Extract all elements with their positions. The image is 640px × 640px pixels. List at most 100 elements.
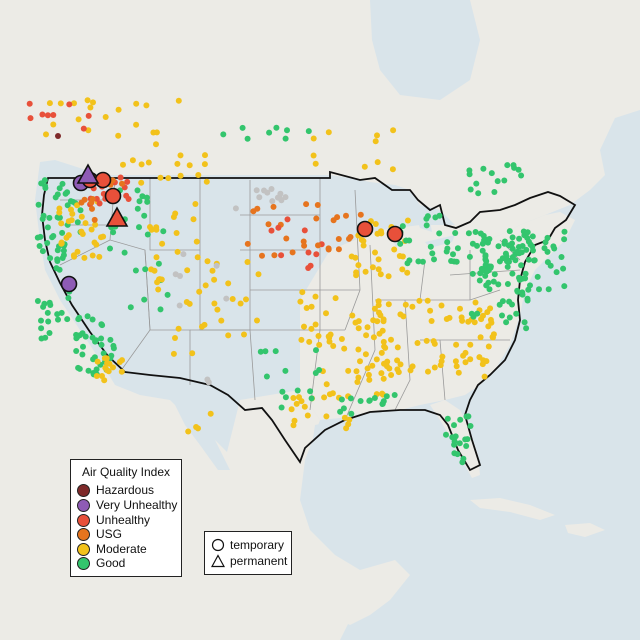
station-marker-good — [474, 310, 481, 317]
station-marker-unhealthy — [66, 101, 73, 108]
station-marker-moderate — [341, 414, 348, 421]
station-marker-good — [134, 187, 141, 194]
station-marker-good — [99, 322, 106, 329]
state-border-line — [344, 244, 376, 421]
station-marker-moderate — [293, 400, 300, 407]
station-marker-good — [80, 343, 86, 350]
station-marker-moderate — [381, 360, 387, 367]
station-marker-good — [53, 265, 60, 272]
station-marker-good — [466, 167, 473, 174]
station-marker-moderate — [255, 271, 262, 278]
station-marker-good — [44, 309, 51, 316]
station-marker-moderate — [477, 334, 484, 341]
station-marker-good — [38, 325, 45, 332]
station-marker-good — [444, 415, 451, 422]
station-marker-good — [273, 124, 280, 131]
station-marker-moderate — [46, 100, 53, 107]
station-marker-usg — [335, 246, 342, 253]
station-marker-moderate — [323, 413, 330, 420]
station-marker-good — [451, 450, 458, 457]
station-marker-good — [357, 398, 364, 404]
station-marker-good — [510, 162, 517, 169]
station-marker-moderate — [395, 369, 402, 376]
station-marker-moderate — [355, 346, 362, 353]
station-marker-moderate — [203, 178, 210, 185]
temporary-site-unhealthy — [104, 187, 122, 205]
station-marker-good — [561, 228, 568, 235]
station-marker-moderate — [386, 365, 393, 372]
station-marker-good — [127, 304, 134, 311]
station-marker-good — [529, 233, 536, 240]
aqi-legend: Air Quality Index Hazardous Very Unhealt… — [70, 459, 182, 577]
lake-superior — [370, 188, 415, 200]
station-marker-good — [89, 316, 96, 323]
station-marker-moderate — [358, 236, 365, 243]
station-marker-good — [37, 233, 44, 240]
station-marker-moderate — [192, 201, 199, 207]
unhealthy-swatch — [77, 513, 90, 527]
legend-label-hazardous: Hazardous — [96, 483, 155, 497]
station-marker-moderate — [366, 376, 373, 383]
station-marker-moderate — [209, 267, 216, 274]
station-marker-moderate — [446, 314, 453, 321]
station-marker-good — [516, 235, 523, 242]
station-marker-moderate — [65, 232, 72, 239]
hudson-bay — [370, 0, 480, 100]
station-marker-good — [466, 253, 473, 260]
station-marker-good — [457, 416, 464, 423]
station-marker-moderate — [355, 262, 362, 269]
station-marker-moderate — [172, 335, 178, 341]
station-marker-good — [338, 396, 345, 403]
station-marker-good — [419, 258, 426, 265]
station-marker-moderate — [452, 358, 459, 365]
station-marker-moderate — [362, 351, 369, 358]
station-marker-moderate — [416, 297, 423, 304]
station-marker-moderate — [388, 336, 394, 343]
station-marker-moderate — [345, 367, 352, 374]
station-marker-good — [529, 243, 536, 250]
station-marker-moderate — [196, 288, 203, 295]
station-marker-moderate — [348, 253, 355, 260]
station-marker-moderate — [391, 246, 398, 253]
station-marker-moderate — [214, 306, 221, 313]
station-marker-good — [536, 286, 542, 293]
station-marker-unhealthy — [44, 112, 51, 119]
station-marker-good — [263, 373, 270, 380]
legend-label-good: Good — [96, 556, 126, 570]
station-markers — [26, 97, 568, 552]
station-marker-good — [415, 258, 422, 265]
station-marker-moderate — [68, 217, 75, 224]
station-marker-unhealthy — [39, 111, 46, 118]
permanent-site-unhealthy — [105, 206, 129, 227]
station-marker-moderate — [430, 338, 437, 345]
station-marker-moderate — [75, 116, 82, 123]
station-marker-good — [98, 335, 105, 342]
station-marker-good — [541, 245, 548, 252]
station-marker-good — [467, 423, 474, 429]
gulf-of-mexico — [312, 410, 460, 508]
hispaniola-land — [565, 523, 605, 537]
station-marker-unhealthy — [275, 224, 282, 231]
station-marker-moderate — [338, 336, 345, 342]
station-marker-moderate — [330, 343, 337, 349]
station-marker-good — [490, 278, 497, 285]
station-marker-moderate — [156, 276, 162, 283]
station-marker-good — [121, 249, 128, 256]
station-marker-good — [473, 180, 480, 187]
station-marker-usg — [89, 196, 96, 202]
station-marker-good — [379, 400, 386, 407]
station-marker-moderate — [288, 406, 295, 413]
station-marker-good — [46, 330, 53, 336]
station-marker-moderate — [138, 161, 145, 168]
station-marker-good — [282, 367, 289, 374]
station-marker-moderate — [243, 296, 249, 303]
site-type-legend: temporary permanent — [204, 531, 292, 575]
station-marker-good — [523, 246, 530, 253]
station-marker-good — [144, 198, 151, 205]
station-marker-moderate — [478, 316, 485, 323]
station-marker-good — [463, 443, 470, 449]
station-marker-moderate — [199, 323, 205, 330]
station-marker-good — [495, 281, 502, 288]
station-marker-usg — [346, 235, 352, 242]
station-marker-moderate — [115, 106, 122, 113]
